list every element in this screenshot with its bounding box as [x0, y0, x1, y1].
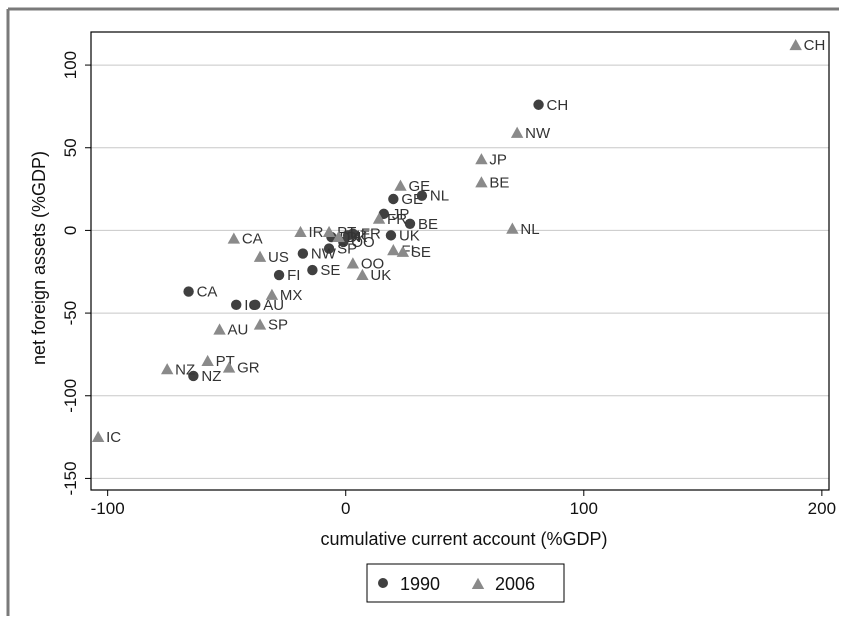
- point-label: UK: [370, 267, 391, 284]
- point-2006-ch: [789, 39, 802, 51]
- point-2006-ge: [394, 179, 407, 191]
- point-1990-nl: [416, 190, 428, 201]
- point-1990-ge: [388, 193, 399, 205]
- y-axis-title: net foreign assets (%GDP): [29, 151, 49, 365]
- point-2006-us: [253, 250, 267, 262]
- point-2006-fi: [387, 244, 400, 256]
- point-2006-fr: [372, 212, 386, 224]
- y-tick-label: 100: [61, 51, 80, 79]
- point-1990-fr: [347, 228, 359, 239]
- point-label: NW: [525, 125, 551, 142]
- point-label: NL: [430, 188, 449, 205]
- plot-area: [90, 31, 830, 491]
- point-2006-se: [396, 245, 410, 257]
- legend-label-2006: 2006: [495, 574, 535, 594]
- point-1990-be: [404, 218, 416, 229]
- point-2006-oo: [346, 257, 360, 269]
- point-2006-uk: [356, 268, 369, 281]
- point-1990-au: [250, 299, 261, 311]
- point-label: SE: [320, 262, 340, 279]
- point-label: IT: [356, 227, 369, 244]
- y-tick-label: -50: [61, 301, 80, 326]
- point-label: US: [268, 249, 289, 266]
- point-2006-mx: [265, 288, 279, 300]
- point-2006-au: [213, 323, 226, 335]
- point-2006-sp: [253, 318, 267, 330]
- point-label: DK: [347, 229, 368, 246]
- gridlines: [91, 64, 829, 479]
- point-2006-ca: [227, 232, 241, 244]
- y-tick-label: -100: [61, 379, 80, 413]
- point-label: OO: [351, 234, 374, 251]
- x-tick-label: 100: [570, 499, 598, 518]
- point-2006-nl: [506, 222, 519, 234]
- x-tick-label: 0: [341, 499, 350, 518]
- point-label: GE: [408, 178, 430, 195]
- point-label: JP: [392, 206, 410, 223]
- y-tick-label: 50: [61, 138, 80, 157]
- point-2006-be: [475, 176, 488, 188]
- point-label: UK: [399, 227, 420, 244]
- point-1990-ic: [231, 299, 242, 311]
- point-1990-sp: [323, 243, 335, 254]
- y-axis: 100 50 0 -50 -100 -150: [61, 51, 91, 495]
- point-1990-ch: [533, 99, 544, 110]
- point-label: NZ: [201, 368, 221, 385]
- x-tick-label: -100: [91, 499, 125, 518]
- legend-marker-2006: [471, 577, 485, 589]
- point-label: BE: [418, 216, 438, 233]
- point-label: IC: [106, 429, 121, 446]
- point-label: SE: [411, 244, 431, 261]
- x-axis-title: cumulative current account (%GDP): [320, 529, 607, 549]
- point-label: FR: [361, 226, 381, 243]
- point-1990-nz: [188, 370, 199, 382]
- point-2006-nz: [160, 363, 174, 375]
- legend-marker-1990: [378, 578, 388, 588]
- x-tick-label: 200: [808, 499, 836, 518]
- legend-label-1990: 1990: [400, 574, 440, 594]
- point-label: FI: [287, 267, 300, 284]
- point-1990-ca: [183, 286, 194, 297]
- point-label: NL: [520, 221, 539, 238]
- point-2006-pt: [322, 225, 336, 238]
- point-1990-se: [307, 264, 318, 276]
- point-label: AU: [228, 322, 249, 339]
- point-label: SP: [268, 317, 288, 334]
- point-label: FR: [387, 211, 407, 228]
- data-points: CHGENLJPBEUKITFRDKOOSPNWSEFICAICAUNZCHNW…: [91, 37, 826, 446]
- point-2006-ir: [294, 225, 307, 238]
- point-2006-pt: [201, 354, 214, 366]
- point-1990-fi: [273, 269, 285, 281]
- point-2006-gr: [222, 361, 236, 373]
- point-1990-nw: [297, 248, 309, 259]
- point-label: BE: [489, 174, 509, 191]
- point-label: CH: [804, 37, 826, 54]
- point-label: MX: [280, 287, 303, 304]
- point-label: CA: [242, 231, 263, 248]
- point-label: CA: [197, 284, 218, 301]
- legend: 1990 2006: [366, 563, 565, 603]
- y-tick-label: -150: [61, 461, 80, 495]
- point-2006-ic: [91, 430, 105, 443]
- point-1990-jp: [378, 208, 390, 220]
- point-2006-nw: [510, 126, 524, 138]
- point-label: IR: [308, 224, 323, 241]
- point-label: SP: [337, 241, 357, 258]
- point-label: JP: [489, 151, 507, 168]
- point-label: NZ: [175, 361, 195, 378]
- point-label: GR: [237, 360, 260, 377]
- legend-box: [366, 563, 565, 603]
- point-2006-jp: [475, 153, 488, 165]
- point-1990-uk: [385, 230, 397, 241]
- point-label: NW: [311, 246, 337, 263]
- point-2006-dk: [332, 230, 345, 242]
- point-label: CH: [547, 97, 569, 114]
- y-tick-label: 0: [61, 226, 80, 235]
- x-axis: -100 0 100 200: [91, 490, 836, 518]
- point-label: OO: [361, 255, 384, 272]
- point-label: AU: [263, 297, 284, 314]
